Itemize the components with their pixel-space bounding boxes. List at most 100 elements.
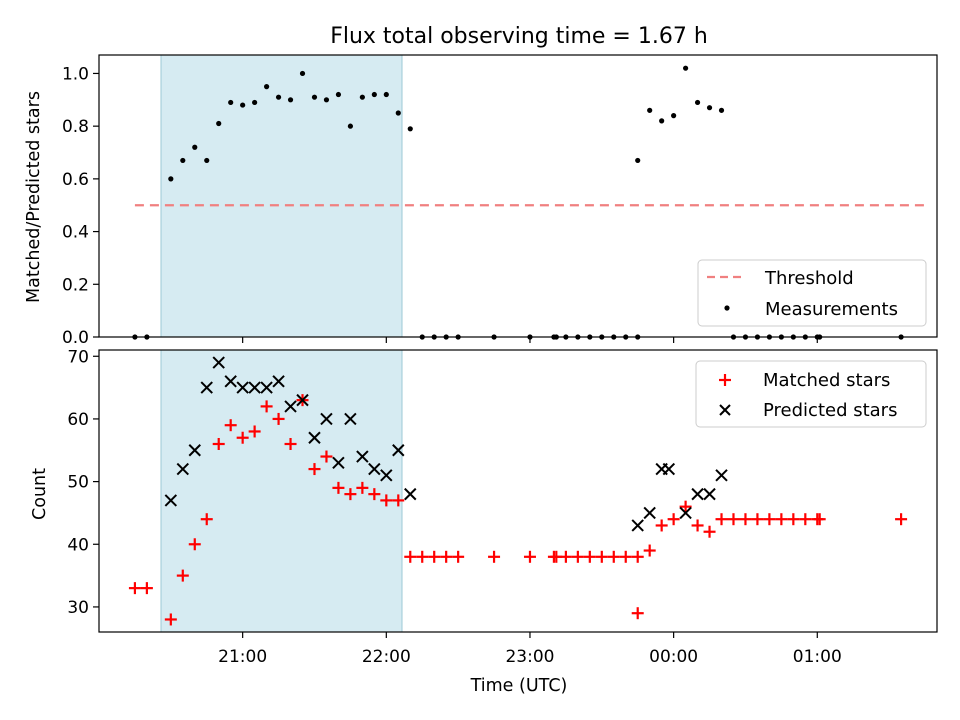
- matched-star-point: [523, 550, 536, 563]
- highlight-span: [160, 349, 403, 633]
- measurement-point: [216, 120, 222, 127]
- matched-star-point: [715, 513, 728, 526]
- predicted-star-point: [224, 375, 237, 388]
- matched-star-point: [200, 513, 213, 526]
- top-plot-frame: [98, 54, 938, 338]
- matched-star-point: [643, 544, 656, 557]
- top-y-axis-label: Matched/Predicted stars: [24, 91, 44, 303]
- x-tick-label: 22:00: [362, 647, 411, 667]
- matched-star-point: [607, 550, 620, 563]
- top-y-tick-label: 0.2: [62, 275, 89, 295]
- predicted-star-point: [176, 462, 190, 476]
- matched-star-point: [164, 613, 177, 626]
- matched-star-point: [595, 550, 608, 563]
- measurement-point: [180, 157, 186, 164]
- measurement-point: [383, 91, 389, 98]
- matched-star-point: [380, 494, 393, 507]
- measurement-point: [683, 65, 689, 71]
- x-tick-label: 23:00: [505, 647, 554, 667]
- measurement-point: [718, 107, 725, 113]
- measurement-point: [311, 94, 318, 100]
- matched-star-point: [368, 488, 381, 501]
- measurement-point: [168, 176, 174, 182]
- predicted-star-point: [236, 381, 249, 394]
- measurement-point: [228, 99, 234, 106]
- matched-star-point: [284, 438, 297, 450]
- predicted-star-point: [662, 462, 676, 476]
- matched-star-point: [813, 513, 826, 526]
- measurement-point: [299, 70, 306, 77]
- predicted-star-point: [332, 456, 345, 470]
- matched-star-point: [787, 513, 800, 526]
- legend-box: [697, 259, 927, 327]
- matched-star-point: [488, 550, 501, 563]
- matched-star-point: [751, 513, 764, 526]
- bottom-panel: 30 40 50 60 70 21:00 22:00 23:00 00:00 01:00 Mat…: [67, 347, 938, 667]
- predicted-star-point: [368, 462, 381, 476]
- matched-star-point: [272, 412, 285, 425]
- measurement-point: [287, 97, 294, 103]
- matched-star-point: [667, 513, 680, 526]
- matched-star-point: [763, 513, 776, 526]
- matched-star-point: [703, 525, 716, 538]
- predicted-star-point: [679, 506, 692, 520]
- predicted-star-point: [248, 381, 261, 394]
- predicted-star-point: [344, 412, 357, 426]
- matched-star-point: [392, 494, 405, 507]
- matched-star-point: [691, 519, 704, 532]
- measurement-point: [204, 157, 210, 164]
- measurement-point: [706, 105, 713, 111]
- matched-star-point: [188, 538, 201, 551]
- measurement-point: [659, 118, 665, 124]
- matched-star-point: [631, 607, 644, 620]
- measurements-legend-swatch: [724, 305, 730, 311]
- matched-star-point: [320, 450, 333, 463]
- matched-star-point: [655, 519, 668, 532]
- predicted-star-point: [308, 431, 321, 444]
- matched-star-point: [356, 481, 369, 494]
- matched-star-point: [260, 400, 273, 413]
- predicted-star-point: [631, 519, 644, 532]
- matched-star-point: [308, 463, 321, 476]
- legend-label-matched: Matched stars: [763, 370, 890, 391]
- predicted-star-point: [380, 469, 393, 482]
- matched-star-point: [176, 569, 189, 582]
- predicted-star-point: [296, 393, 309, 407]
- bottom-y-axis-label: Count: [30, 468, 50, 520]
- predicted-star-point: [200, 381, 213, 394]
- matched-legend-swatch: [719, 374, 731, 386]
- measurement-point: [275, 94, 282, 100]
- matched-star-point: [344, 488, 357, 501]
- predicted-star-point: [260, 381, 273, 394]
- bottom-legend: Matched stars Predicted stars: [695, 360, 927, 428]
- legend-box: [695, 360, 927, 428]
- legend-label-predicted: Predicted stars: [763, 400, 897, 421]
- bottom-plot-frame: [98, 349, 938, 633]
- matched-star-point: [404, 550, 417, 563]
- measurement-point: [264, 84, 270, 90]
- predicted-star-point: [284, 400, 297, 413]
- matched-star-point: [619, 550, 632, 563]
- predicted-legend-swatch: [719, 404, 731, 416]
- predicted-star-point: [392, 444, 405, 457]
- top-y-tick-label: 1.0: [62, 64, 89, 84]
- bottom-y-tick-label: 30: [67, 598, 89, 618]
- measurement-point: [323, 97, 330, 103]
- matched-star-point: [332, 481, 345, 494]
- matched-star-point: [571, 550, 584, 563]
- matched-star-point: [775, 513, 788, 526]
- measurement-point: [192, 144, 198, 150]
- chart-title: Flux total observing time = 1.67 h: [330, 24, 708, 49]
- predicted-star-point: [356, 450, 369, 463]
- top-panel: 0.0 0.2 0.4 0.6 0.8 1.0 Threshold Measurement…: [62, 54, 938, 348]
- matched-star-point: [895, 513, 908, 526]
- matched-star-point: [128, 582, 141, 595]
- predicted-star-point: [212, 356, 225, 369]
- top-y-tick-label: 0.6: [62, 170, 89, 190]
- measurement-point: [252, 99, 258, 106]
- matched-star-point: [739, 513, 752, 526]
- bottom-y-tick-label: 40: [67, 535, 89, 555]
- matched-star-point: [440, 550, 453, 563]
- matched-star-point: [248, 425, 261, 438]
- bottom-y-tick-label: 60: [67, 410, 89, 430]
